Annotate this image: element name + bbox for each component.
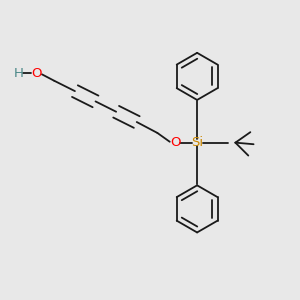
Text: H: H bbox=[14, 67, 24, 80]
Text: O: O bbox=[170, 136, 180, 149]
Text: Si: Si bbox=[191, 136, 203, 149]
Text: O: O bbox=[32, 67, 42, 80]
